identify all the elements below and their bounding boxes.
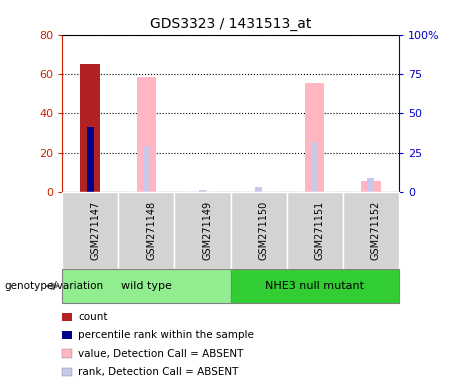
Bar [361,181,380,192]
Text: wild type: wild type [121,281,172,291]
Text: count: count [78,312,107,322]
Bar [81,64,100,192]
Text: value, Detection Call = ABSENT: value, Detection Call = ABSENT [78,349,243,359]
Bar [255,187,262,192]
Text: GSM271152: GSM271152 [371,201,381,260]
Bar [305,83,325,192]
Text: percentile rank within the sample: percentile rank within the sample [78,330,254,340]
Bar [87,127,94,192]
Bar [136,77,156,192]
Text: GSM271150: GSM271150 [259,201,269,260]
Text: GDS3323 / 1431513_at: GDS3323 / 1431513_at [150,17,311,31]
Bar [311,142,318,192]
Bar [143,146,150,192]
Text: genotype/variation: genotype/variation [5,281,104,291]
Text: GSM271147: GSM271147 [90,201,100,260]
Text: GSM271151: GSM271151 [314,201,325,260]
Text: GSM271149: GSM271149 [202,201,213,260]
Bar [367,178,374,192]
Text: rank, Detection Call = ABSENT: rank, Detection Call = ABSENT [78,367,238,377]
Text: GSM271148: GSM271148 [146,201,156,260]
Bar [199,190,206,192]
Text: NHE3 null mutant: NHE3 null mutant [265,281,364,291]
